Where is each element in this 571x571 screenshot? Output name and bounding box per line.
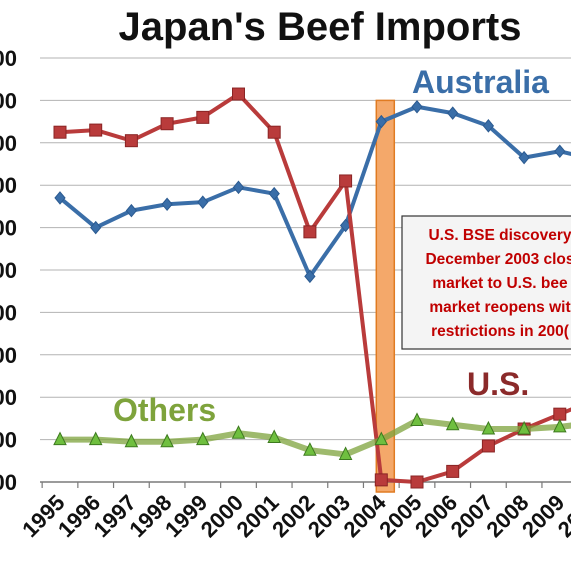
- series-label-australia: Australia: [412, 64, 549, 100]
- highlight-band-group: [375, 99, 396, 493]
- series-line: [59, 92, 571, 484]
- annotation-line: market to U.S. bee: [432, 275, 568, 292]
- y-tick-label: 00: [0, 131, 17, 156]
- data-point: [268, 186, 280, 201]
- annotation-line: December 2003 clos: [425, 251, 571, 268]
- data-point: [124, 433, 139, 448]
- bse-highlight-band: [375, 99, 396, 493]
- data-point: [53, 431, 67, 446]
- data-point: [54, 191, 66, 205]
- data-point: [517, 420, 531, 435]
- data-point: [160, 117, 174, 131]
- data-point: [374, 473, 388, 487]
- data-point: [447, 106, 459, 120]
- x-axis-ticks: 1995199619971998199920002001200220032004…: [17, 489, 571, 542]
- data-point: [554, 144, 566, 159]
- data-point: [231, 425, 246, 439]
- annotation-frame: [401, 215, 571, 350]
- data-point: [125, 203, 138, 218]
- y-tick-label: 00: [0, 300, 17, 325]
- data-point: [374, 431, 389, 446]
- data-point: [553, 407, 567, 421]
- series-label-us: U.S.: [467, 366, 529, 402]
- series-us: [53, 87, 571, 489]
- data-point: [90, 220, 102, 235]
- y-axis-ticks: 00 00 00 00 00 00 00 00 00 00 00: [0, 46, 17, 495]
- data-point: [410, 475, 424, 489]
- data-point: [161, 197, 173, 212]
- annotation-box: U.S. BSE discovery December 2003 clos mark…: [401, 215, 571, 350]
- data-point: [303, 225, 317, 239]
- annotation-line: market reopens wit: [429, 299, 570, 316]
- y-tick-label: 00: [0, 385, 17, 410]
- annotation-line: restrictions in 200(: [431, 323, 570, 340]
- data-point: [552, 418, 567, 433]
- y-tick-label: 00: [0, 258, 17, 283]
- y-tick-label: 00: [0, 216, 17, 241]
- y-tick-label: 00: [0, 343, 17, 368]
- y-tick-label: 00: [0, 46, 17, 71]
- data-point: [53, 125, 67, 139]
- x-axis: [40, 481, 571, 488]
- data-point: [303, 442, 317, 456]
- data-point: [160, 433, 174, 448]
- data-point: [232, 87, 245, 101]
- data-point: [195, 431, 210, 446]
- data-point: [481, 439, 495, 453]
- data-point: [445, 416, 460, 431]
- data-point: [196, 110, 210, 124]
- series-line: [60, 417, 571, 458]
- data-point: [446, 464, 460, 478]
- data-point: [411, 99, 423, 114]
- data-point: [375, 114, 387, 129]
- data-point: [339, 174, 353, 188]
- data-point: [197, 195, 209, 209]
- y-tick-label: 00: [0, 428, 17, 453]
- series-line: [58, 104, 571, 279]
- annotation-line: U.S. BSE discovery: [428, 227, 571, 244]
- data-point: [518, 150, 530, 165]
- data-point: [338, 446, 353, 460]
- series-others: [53, 412, 571, 460]
- series-group: [53, 87, 571, 489]
- data-point: [481, 420, 496, 435]
- series-label-others: Others: [113, 392, 216, 428]
- data-point: [89, 123, 103, 137]
- data-point: [88, 431, 103, 446]
- data-point: [410, 412, 424, 427]
- y-tick-label: 00: [0, 173, 17, 198]
- y-tick-label: 00: [0, 470, 17, 495]
- data-point: [124, 134, 138, 148]
- data-point: [232, 180, 245, 195]
- data-point: [304, 269, 316, 284]
- series-australia: [54, 99, 571, 284]
- series-labels: Australia U.S. Others: [113, 64, 549, 428]
- data-point: [482, 119, 495, 133]
- data-point: [267, 125, 281, 139]
- y-tick-label: 00: [0, 88, 17, 113]
- data-point: [267, 429, 282, 443]
- chart-title: Japan's Beef Imports: [119, 5, 522, 49]
